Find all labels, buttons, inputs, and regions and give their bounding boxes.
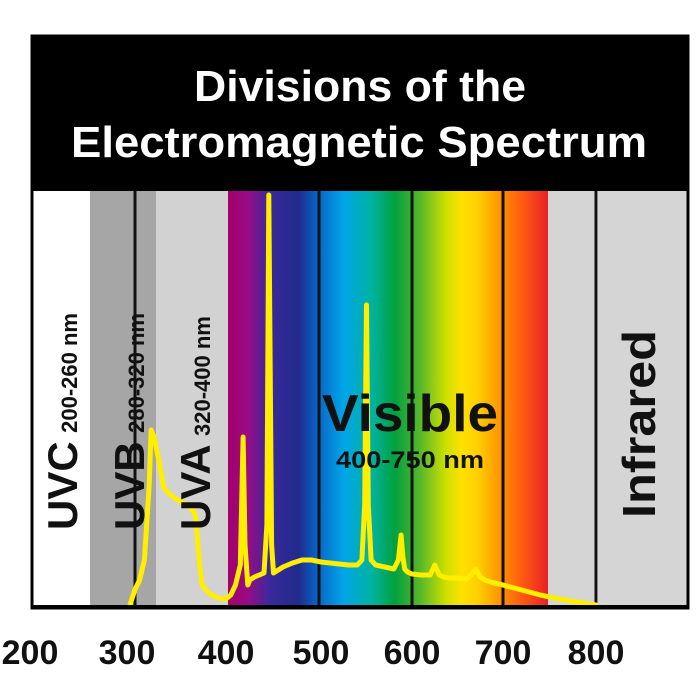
near-infrared-region [548, 191, 595, 608]
uvc-label-name: UVC [39, 441, 86, 530]
title-line-2: Electromagnetic Spectrum [71, 118, 647, 167]
uva-region [156, 191, 228, 608]
tick-label-800: 800 [568, 634, 625, 672]
uvb-label-name: UVB [106, 441, 153, 530]
tick-label-300: 300 [99, 634, 156, 672]
infrared-label-name: Infrared [613, 330, 665, 518]
uvb-label-range: 280-320 nm [124, 313, 149, 433]
uva-label: UVA 320-400 nm [172, 316, 219, 530]
uvc-region [32, 191, 90, 608]
uva-label-name: UVA [172, 444, 219, 530]
tick-label-700: 700 [475, 634, 532, 672]
infrared-label: Infrared [613, 330, 665, 518]
visible-label: Visible [322, 385, 498, 443]
uvb-label: UVB 280-320 nm [106, 313, 153, 530]
tick-label-400: 400 [198, 634, 255, 672]
svg-text:UVA 320-400 nm: UVA 320-400 nm [172, 316, 219, 530]
tick-label-500: 500 [293, 634, 350, 672]
infrared-region [598, 191, 688, 608]
tick-label-200: 200 [2, 634, 59, 672]
emission-curve [127, 192, 599, 608]
visible-range-label: 400-750 nm [336, 447, 484, 474]
title-line-1: Divisions of the [194, 62, 526, 111]
uvc-label-range: 200-260 nm [57, 313, 82, 433]
uvc-label: UVC 200-260 nm [39, 313, 86, 530]
title-band [32, 36, 688, 191]
svg-text:UVB 280-320 nm: UVB 280-320 nm [106, 313, 153, 530]
x-axis-ticks: 200 300 400 500 600 700 800 [2, 634, 625, 672]
tick-label-600: 600 [384, 634, 441, 672]
svg-text:UVC 200-260 nm: UVC 200-260 nm [39, 313, 86, 530]
visible-region [228, 191, 548, 608]
uva-label-range: 320-400 nm [190, 316, 215, 436]
